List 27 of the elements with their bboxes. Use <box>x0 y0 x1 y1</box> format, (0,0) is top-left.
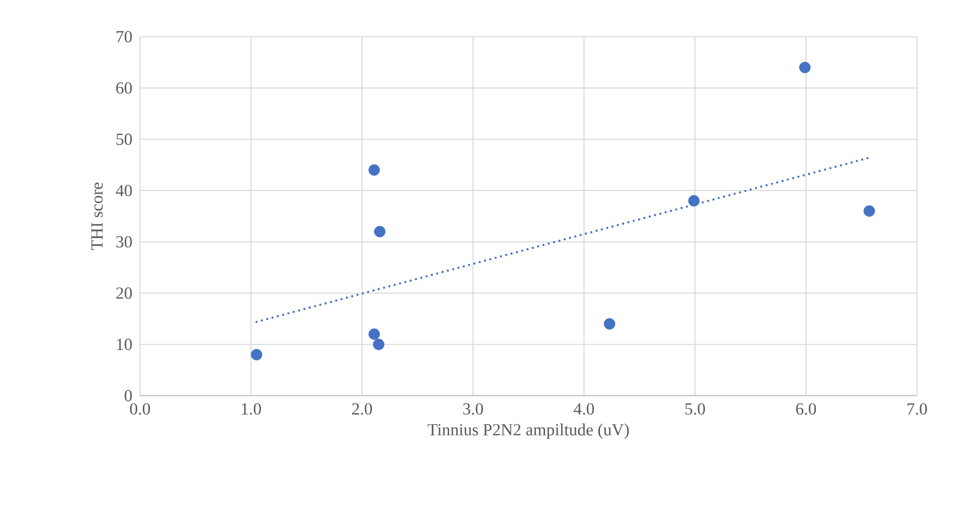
point <box>368 164 380 176</box>
point <box>688 195 700 206</box>
y-axis-title: THI score <box>91 182 103 250</box>
x-tick-label: 3.0 <box>463 403 483 415</box>
point <box>374 226 386 238</box>
point <box>372 338 384 350</box>
y-tick-label: 70 <box>116 30 132 42</box>
x-tick-label: 1.0 <box>242 403 261 415</box>
y-tick-label: 0 <box>124 390 132 402</box>
x-tick-label: 5.0 <box>685 403 705 415</box>
x-axis-title: Tinnius P2N2 ampiltude (uV) <box>428 424 629 439</box>
point <box>250 348 262 360</box>
x-tick-label: 4.0 <box>574 403 594 415</box>
x-tick-label: 7.0 <box>908 403 927 415</box>
point <box>864 205 875 217</box>
point <box>604 318 616 330</box>
y-tick-label: 50 <box>116 134 132 145</box>
point <box>799 62 811 74</box>
y-tick-label: 30 <box>116 236 132 248</box>
x-tick-label: 2.0 <box>352 403 372 415</box>
x-tick-label: 0.0 <box>130 403 150 415</box>
x-tick-label: 6.0 <box>796 403 816 415</box>
y-tick-label: 20 <box>116 287 132 299</box>
y-tick-label: 40 <box>116 184 132 196</box>
y-tick-label: 10 <box>117 338 132 350</box>
point <box>368 328 380 340</box>
y-tick-label: 60 <box>116 82 132 94</box>
